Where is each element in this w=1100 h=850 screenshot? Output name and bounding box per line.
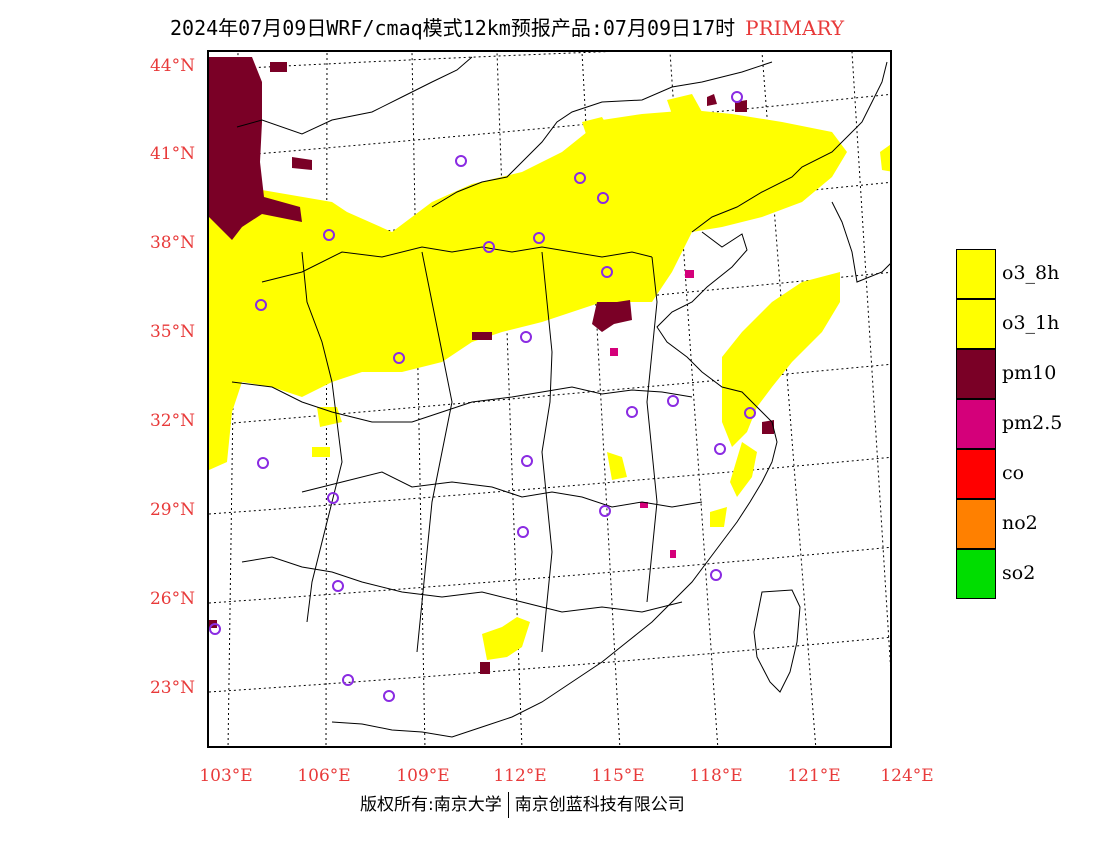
station-circle-icon <box>209 623 221 635</box>
station-markers <box>209 91 756 702</box>
station-circle-icon <box>744 407 756 419</box>
station-circle-icon <box>323 229 335 241</box>
legend-item-o3-1h: o3_1h <box>956 299 1096 349</box>
legend-label: no2 <box>1002 512 1038 534</box>
legend-item-o3-8h: o3_8h <box>956 249 1096 299</box>
legend-swatch <box>956 249 996 299</box>
title-main: 2024年07月09日WRF/cmaq模式12km预报产品:07月09日17时 <box>170 16 736 40</box>
legend-label: pm2.5 <box>1002 412 1063 434</box>
legend-swatch <box>956 349 996 399</box>
copyright-separator <box>507 792 509 818</box>
lat-label-29: 29°N <box>149 500 195 520</box>
copyright: 版权所有:南京大学 南京创蓝科技有限公司 <box>360 790 685 818</box>
station-circle-icon <box>455 155 467 167</box>
legend-item-no2: no2 <box>956 499 1096 549</box>
lat-label-26: 26°N <box>149 589 195 609</box>
legend-label: so2 <box>1002 562 1036 584</box>
lat-label-35: 35°N <box>149 322 195 342</box>
station-circle-icon <box>255 299 267 311</box>
station-circle-icon <box>597 192 609 204</box>
lat-label-32: 32°N <box>149 411 195 431</box>
boundary-lines <box>231 56 890 738</box>
lat-label-41: 41°N <box>149 144 195 164</box>
lon-label-121: 121°E <box>787 766 841 786</box>
legend: o3_8h o3_1h pm10 pm2.5 co no2 so2 <box>956 249 1096 599</box>
legend-label: o3_8h <box>1002 262 1060 284</box>
station-circle-icon <box>342 674 354 686</box>
lon-label-115: 115°E <box>591 766 645 786</box>
station-circle-icon <box>714 443 726 455</box>
lat-label-38: 38°N <box>149 233 195 253</box>
copyright-right: 南京创蓝科技有限公司 <box>514 795 685 815</box>
station-circle-icon <box>599 505 611 517</box>
station-circle-icon <box>533 232 545 244</box>
station-circle-icon <box>667 395 679 407</box>
station-circle-icon <box>710 569 722 581</box>
legend-item-pm10: pm10 <box>956 349 1096 399</box>
pm25-field <box>610 270 694 558</box>
station-circle-icon <box>327 492 339 504</box>
station-circle-icon <box>731 91 743 103</box>
map-area[interactable] <box>207 50 892 748</box>
station-circle-icon <box>393 352 405 364</box>
station-circle-icon <box>574 172 586 184</box>
legend-item-pm25: pm2.5 <box>956 399 1096 449</box>
station-circle-icon <box>383 690 395 702</box>
station-circle-icon <box>520 331 532 343</box>
station-circle-icon <box>601 266 613 278</box>
chart-title: 2024年07月09日WRF/cmaq模式12km预报产品:07月09日17时 P… <box>170 12 844 41</box>
station-circle-icon <box>517 526 529 538</box>
lon-label-112: 112°E <box>493 766 547 786</box>
legend-swatch <box>956 299 996 349</box>
title-tag: PRIMARY <box>745 16 845 40</box>
station-circle-icon <box>483 241 495 253</box>
lon-label-124: 124°E <box>880 766 934 786</box>
lat-label-23: 23°N <box>149 678 195 698</box>
station-circle-icon <box>521 455 533 467</box>
lon-label-109: 109°E <box>396 766 450 786</box>
legend-label: o3_1h <box>1002 312 1060 334</box>
legend-swatch <box>956 399 996 449</box>
lon-label-118: 118°E <box>689 766 743 786</box>
legend-swatch <box>956 449 996 499</box>
legend-item-so2: so2 <box>956 549 1096 599</box>
copyright-left: 版权所有:南京大学 <box>360 795 502 815</box>
station-circle-icon <box>626 406 638 418</box>
lon-label-103: 103°E <box>199 766 253 786</box>
map-canvas <box>209 52 890 746</box>
legend-swatch <box>956 499 996 549</box>
legend-item-co: co <box>956 449 1096 499</box>
legend-label: co <box>1002 462 1025 484</box>
station-circle-icon <box>257 457 269 469</box>
legend-label: pm10 <box>1002 362 1057 384</box>
station-circle-icon <box>332 580 344 592</box>
lon-label-106: 106°E <box>297 766 351 786</box>
lat-label-44: 44°N <box>149 56 195 76</box>
legend-swatch <box>956 549 996 599</box>
